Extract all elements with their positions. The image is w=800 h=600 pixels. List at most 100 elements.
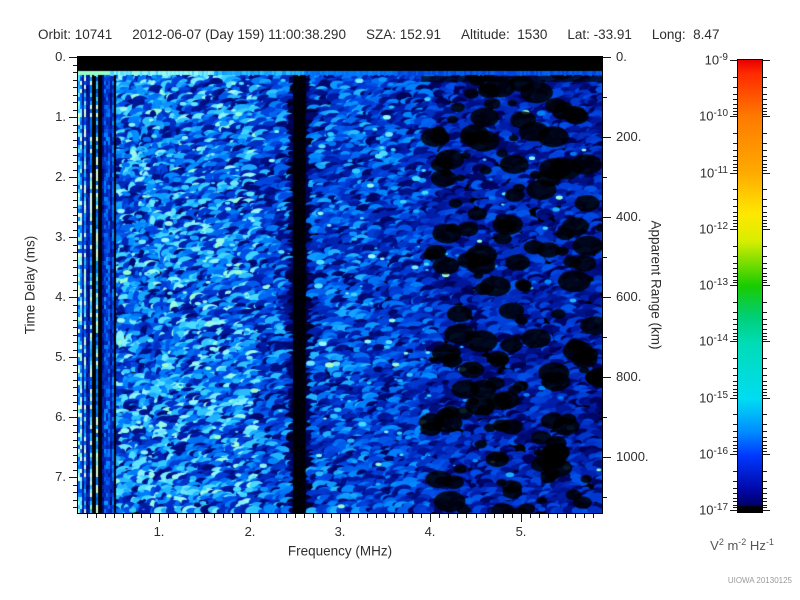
y-left-tick-label: 1. [55,109,66,124]
colorbar-minor-tick [733,216,737,217]
y-left-minor-tick [73,335,77,336]
colorbar-major-tick [730,285,737,286]
colorbar-minor-tick [733,501,737,502]
colorbar-minor-tick [733,336,737,337]
watermark-text: UIOWA 20130125 [727,576,792,585]
x-axis-minor-tick [539,514,540,518]
y-right-minor-tick [603,417,607,418]
x-axis-minor-tick [530,514,531,518]
colorbar-minor-tick [733,276,737,277]
x-axis-minor-tick [358,514,359,518]
y-left-minor-tick [73,252,77,253]
x-axis-major-tick [521,514,522,522]
y-left-minor-tick [73,372,77,373]
colorbar-minor-tick [733,358,737,359]
x-axis-minor-tick [141,514,142,518]
colorbar-minor-tick [763,256,767,257]
colorbar-minor-tick [763,437,767,438]
y-left-tick-label: 4. [55,289,66,304]
y-right-minor-tick [603,177,607,178]
y-left-minor-tick [73,290,77,291]
y-left-minor-tick [73,200,77,201]
y-left-minor-tick [73,87,77,88]
y-right-minor-tick [603,97,607,98]
y-left-tick-label: 5. [55,349,66,364]
colorbar-minor-tick [763,268,767,269]
x-axis-minor-tick [177,514,178,518]
y-right-tick-label: 400. [616,209,642,224]
colorbar-minor-tick [733,94,737,95]
x-axis-minor-tick [150,514,151,518]
colorbar-major-tick [763,285,770,286]
colorbar-minor-tick [733,385,737,386]
y-left-major-tick [69,117,77,118]
y-left-minor-tick [73,425,77,426]
y-left-minor-tick [73,170,77,171]
x-axis-minor-tick [123,514,124,518]
colorbar-minor-tick [763,263,767,264]
y-left-minor-tick [73,132,77,133]
colorbar-minor-tick [763,114,767,115]
colorbar-minor-tick [763,389,767,390]
colorbar-minor-tick [733,133,737,134]
colorbar-minor-tick [763,143,767,144]
y-left-major-tick [69,57,77,58]
x-axis-minor-tick [105,514,106,518]
colorbar-minor-tick [763,94,767,95]
y-left-minor-tick [73,162,77,163]
colorbar-minor-tick [733,160,737,161]
y-right-major-tick [603,137,611,138]
y-left-minor-tick [73,110,77,111]
colorbar-minor-tick [733,256,737,257]
x-axis-minor-tick [466,514,467,518]
x-axis-minor-tick [512,514,513,518]
y-right-major-tick [603,457,611,458]
colorbar-minor-tick [733,471,737,472]
header-field-lat: Lat: -33.91 [567,27,632,42]
colorbar-minor-tick [763,246,767,247]
colorbar-minor-tick [763,280,767,281]
colorbar-minor-tick [763,150,767,151]
colorbar-major-tick [730,510,737,511]
colorbar-major-tick [730,398,737,399]
y-left-minor-tick [73,305,77,306]
colorbar-minor-tick [733,199,737,200]
colorbar-minor-tick [733,441,737,442]
x-axis-minor-tick [403,514,404,518]
colorbar-minor-tick [733,319,737,320]
x-axis-minor-tick [331,514,332,518]
y-left-minor-tick [73,455,77,456]
y-left-major-tick [69,237,77,238]
colorbar-minor-tick [763,220,767,221]
y-left-minor-tick [73,320,77,321]
colorbar-minor-tick [763,99,767,100]
y-left-major-tick [69,417,77,418]
colorbar-minor-tick [763,104,767,105]
colorbar-minor-tick [733,424,737,425]
colorbar-minor-tick [763,395,767,396]
y-left-minor-tick [73,500,77,501]
colorbar-minor-tick [733,302,737,303]
y-left-minor-tick [73,485,77,486]
colorbar-tick-label: 10-10 [699,108,728,124]
colorbar-minor-tick [733,507,737,508]
y-right-major-tick [603,57,611,58]
colorbar-minor-tick [733,87,737,88]
colorbar-minor-tick [763,507,767,508]
y-left-minor-tick [73,267,77,268]
x-axis-minor-tick [566,514,567,518]
colorbar-minor-tick [763,216,767,217]
y-left-minor-tick [73,72,77,73]
header-field-datetime: 2012-06-07 (Day 159) 11:00:38.290 [132,27,346,42]
colorbar-minor-tick [733,167,737,168]
y-left-major-tick [69,477,77,478]
y-right-minor-tick [603,497,607,498]
x-axis-minor-tick [322,514,323,518]
colorbar-minor-tick [763,276,767,277]
x-axis-minor-tick [313,514,314,518]
colorbar-minor-tick [763,451,767,452]
colorbar-minor-tick [733,505,737,506]
colorbar-major-tick [763,341,770,342]
colorbar-minor-tick [763,481,767,482]
